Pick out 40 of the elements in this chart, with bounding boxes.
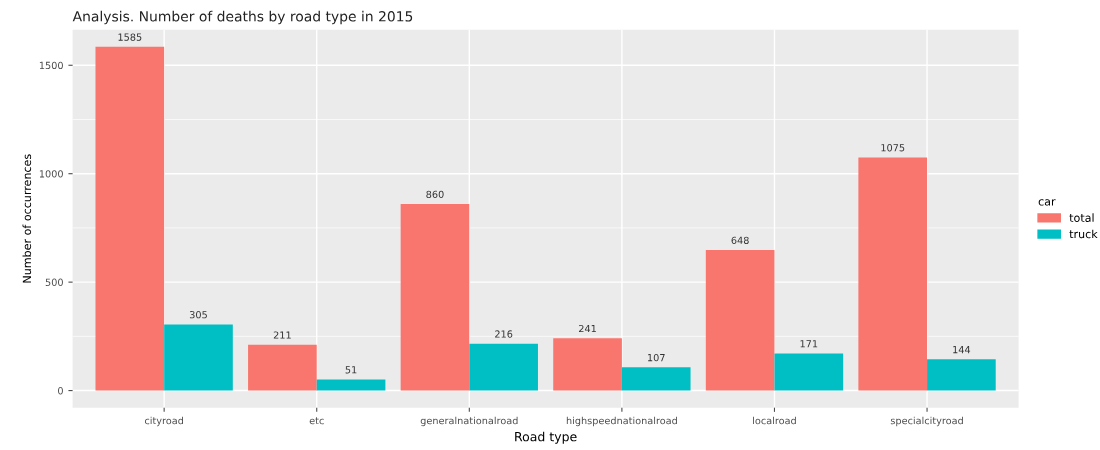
- legend-label: truck: [1069, 229, 1098, 239]
- x-tick-label: etc: [309, 417, 324, 425]
- data-label: 860: [426, 190, 444, 199]
- chart-title: Analysis. Number of deaths by road type in 2015: [72, 10, 413, 25]
- x-tick-label: specialcityroad: [890, 416, 963, 427]
- y-tick-label: 1500: [39, 61, 63, 70]
- data-label: 1585: [118, 33, 142, 41]
- data-label: 648: [731, 236, 749, 244]
- x-tick-label: highspeednationalroad: [566, 416, 677, 427]
- data-label: 144: [953, 346, 971, 354]
- bar: [774, 353, 844, 391]
- data-label: 216: [495, 330, 513, 338]
- bar: [316, 379, 386, 391]
- data-label: 241: [578, 324, 596, 333]
- bar: [927, 359, 996, 391]
- data-label: 107: [648, 353, 665, 362]
- bar: [553, 338, 622, 391]
- y-tick-label: 500: [45, 278, 63, 286]
- bar: [621, 367, 691, 391]
- x-tick-label: localroad: [753, 416, 796, 425]
- bar: [95, 46, 165, 391]
- y-tick-label: 0: [58, 387, 63, 395]
- bar: [400, 204, 470, 391]
- bar: [705, 250, 775, 391]
- data-label: 171: [800, 340, 818, 348]
- bar: [164, 324, 233, 391]
- legend-title: car: [1038, 199, 1056, 206]
- y-tick-label: 1000: [39, 170, 63, 178]
- y-axis-title: Number of occurrences: [22, 154, 32, 283]
- x-tick-label: cityroad: [144, 416, 183, 427]
- x-tick-label: generalnationalroad: [420, 416, 518, 427]
- data-label: 51: [345, 366, 357, 374]
- bar: [469, 343, 538, 391]
- data-label: 1075: [881, 144, 905, 152]
- data-label: 305: [189, 311, 207, 319]
- x-axis-title: Road type: [515, 431, 577, 444]
- bar: [858, 157, 928, 391]
- legend-label: total: [1069, 213, 1094, 222]
- data-label: 211: [273, 331, 291, 339]
- bar: [248, 344, 317, 391]
